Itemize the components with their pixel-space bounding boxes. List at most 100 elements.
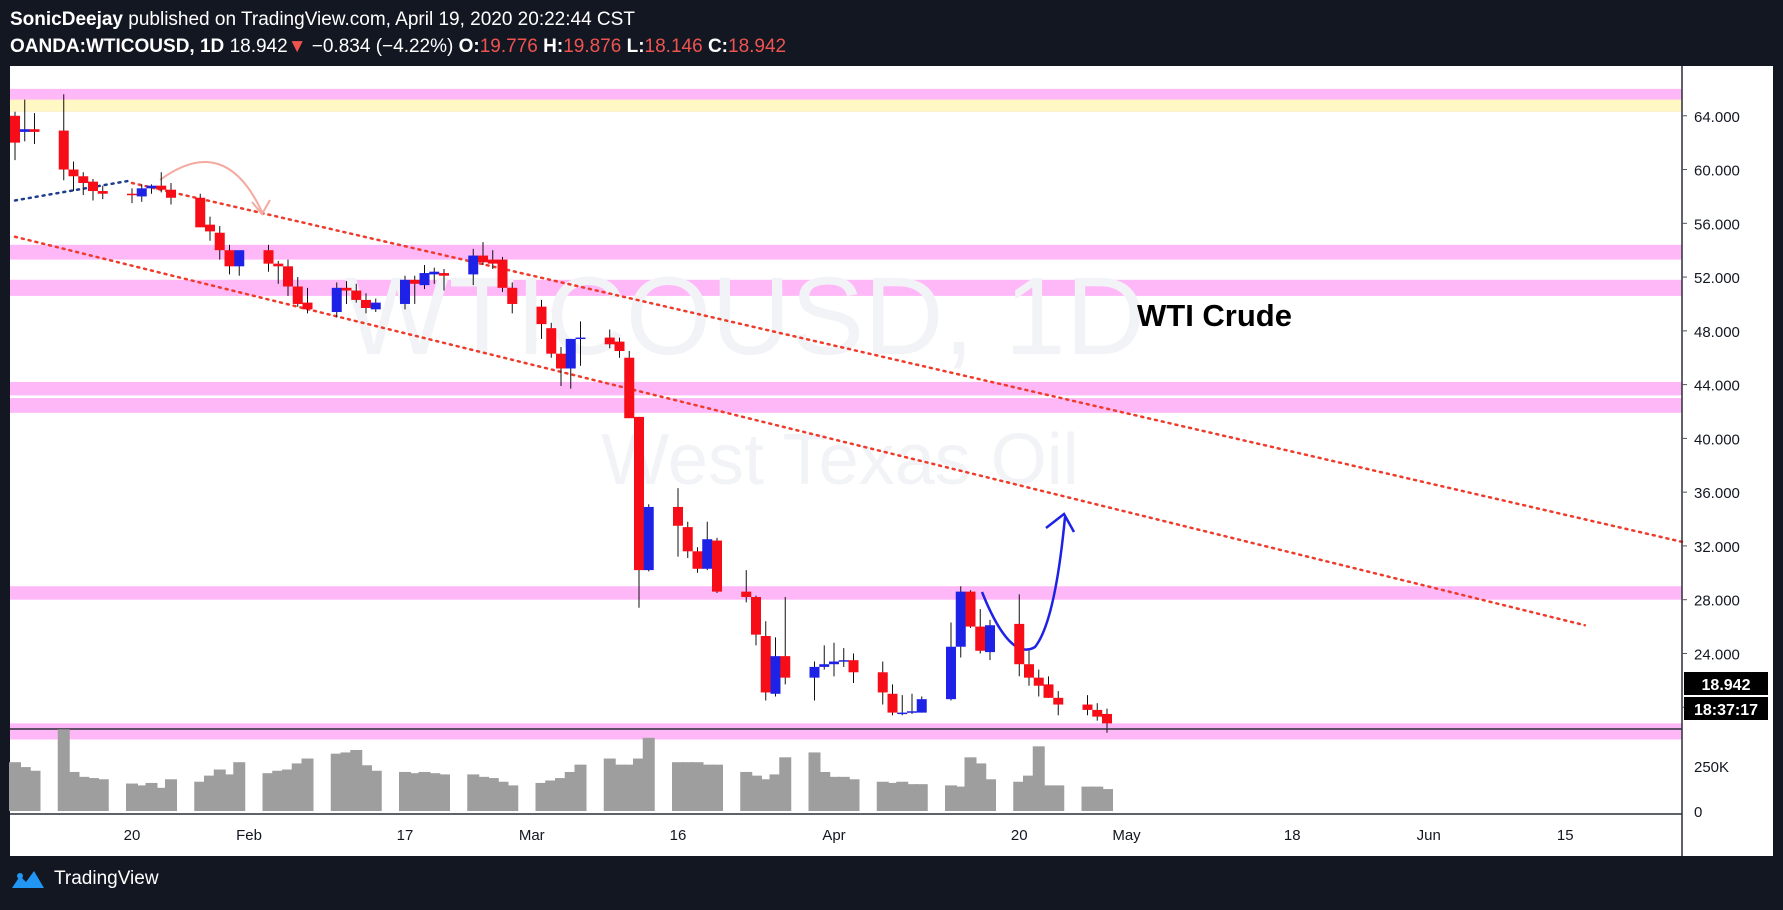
candle-body bbox=[556, 353, 566, 369]
chart-area[interactable]: WTICOUSD, 1D West Texas Oil WTI Crude 64… bbox=[0, 62, 1783, 856]
footer[interactable]: TradingView bbox=[10, 868, 159, 890]
close-value: 18.942 bbox=[728, 36, 787, 57]
volume-bar bbox=[96, 779, 109, 811]
volume-bar bbox=[1032, 746, 1045, 811]
symbol-label[interactable]: OANDA:WTICOUSD, 1D bbox=[10, 36, 225, 57]
candle bbox=[146, 184, 157, 194]
arrow-head-icon bbox=[251, 199, 271, 216]
candle-body bbox=[361, 299, 371, 308]
candle-body bbox=[283, 266, 293, 287]
candle-body bbox=[507, 287, 518, 304]
sr-zone-highlight bbox=[10, 99, 1682, 112]
countdown-tag bbox=[1684, 697, 1768, 720]
x-tick-label: 16 bbox=[670, 827, 687, 844]
candle-body bbox=[302, 302, 313, 310]
candle-body bbox=[760, 635, 771, 693]
candle bbox=[205, 216, 215, 241]
candle bbox=[760, 621, 771, 701]
y-tick-label: 52.000 bbox=[1694, 270, 1740, 287]
volume-bar bbox=[711, 764, 723, 811]
candle bbox=[604, 329, 615, 349]
candle bbox=[546, 322, 557, 358]
candle bbox=[214, 225, 225, 260]
candle bbox=[88, 178, 98, 201]
candle bbox=[877, 661, 888, 705]
price-chart-svg[interactable]: WTICOUSD, 1D West Texas Oil WTI Crude 64… bbox=[0, 62, 1783, 856]
candle bbox=[283, 259, 293, 296]
volume-bar bbox=[779, 757, 792, 811]
candle-body bbox=[292, 286, 303, 304]
candle bbox=[1033, 669, 1044, 697]
candle bbox=[166, 182, 176, 205]
brand-name[interactable]: TradingView bbox=[54, 868, 159, 889]
volume-bar bbox=[18, 767, 31, 811]
candle bbox=[195, 193, 206, 228]
candle-body bbox=[1014, 623, 1025, 665]
candle bbox=[848, 653, 859, 684]
volume-bar bbox=[165, 779, 177, 811]
candle bbox=[829, 642, 839, 677]
tradingview-logo-icon[interactable] bbox=[10, 868, 46, 890]
candle-body bbox=[946, 646, 956, 700]
candle bbox=[1043, 676, 1054, 698]
candle-body bbox=[370, 302, 381, 310]
volume-bar bbox=[418, 771, 431, 811]
volume-bar bbox=[1052, 785, 1065, 811]
candle-body bbox=[29, 129, 40, 132]
candle bbox=[838, 648, 849, 667]
candle bbox=[68, 161, 79, 192]
candle-body bbox=[1082, 704, 1093, 710]
volume-bar bbox=[574, 764, 587, 811]
y-tick-label: 24.000 bbox=[1694, 646, 1740, 663]
candle-body bbox=[546, 328, 557, 354]
candle bbox=[692, 547, 703, 573]
volume-bar bbox=[1101, 789, 1113, 811]
volume-bar bbox=[438, 774, 450, 811]
volume-bar bbox=[506, 785, 519, 811]
candle-body bbox=[712, 540, 722, 592]
candle-body bbox=[692, 551, 703, 569]
volume-bar bbox=[535, 782, 548, 811]
candle bbox=[614, 337, 625, 358]
volume-bar bbox=[126, 783, 138, 811]
candle-body bbox=[702, 539, 713, 569]
candle-body bbox=[965, 591, 976, 627]
author-name[interactable]: SonicDeejay bbox=[10, 9, 123, 30]
volume-tick-label: 0 bbox=[1694, 804, 1702, 821]
candle-body bbox=[682, 527, 693, 552]
candle-body bbox=[673, 506, 683, 526]
candle bbox=[468, 248, 479, 286]
volume-bar bbox=[28, 770, 41, 811]
candle-body bbox=[1043, 684, 1054, 698]
volume-bar bbox=[223, 774, 236, 811]
candle-body bbox=[536, 306, 547, 325]
candle-body bbox=[575, 337, 586, 340]
x-tick-label: 20 bbox=[1011, 827, 1028, 844]
candle-body bbox=[1102, 713, 1112, 724]
volume-bar bbox=[847, 779, 860, 811]
published-text: published on TradingView.com, April 19, … bbox=[123, 9, 635, 30]
candle bbox=[887, 684, 898, 716]
trendline-0 bbox=[130, 181, 1684, 544]
candle bbox=[1053, 691, 1064, 716]
candle-body bbox=[819, 664, 830, 667]
candle-body bbox=[770, 656, 781, 694]
candle-body bbox=[429, 271, 440, 275]
y-tick-label: 32.000 bbox=[1694, 539, 1740, 556]
x-tick-label: Apr bbox=[822, 827, 845, 844]
candle bbox=[409, 275, 420, 304]
candle bbox=[302, 287, 313, 314]
volume-bar bbox=[954, 786, 967, 811]
candle-body bbox=[156, 185, 167, 190]
candle bbox=[341, 281, 352, 304]
volume-bar bbox=[681, 762, 694, 811]
candle bbox=[263, 244, 274, 272]
x-tick-label: May bbox=[1112, 827, 1141, 844]
candle-body bbox=[809, 666, 820, 678]
candle-body bbox=[234, 250, 245, 267]
candle-body bbox=[741, 591, 752, 598]
x-tick-label: Mar bbox=[519, 827, 545, 844]
chart-header: SonicDeejay published on TradingView.com… bbox=[10, 6, 786, 60]
candle bbox=[400, 275, 410, 310]
candle bbox=[682, 521, 693, 559]
